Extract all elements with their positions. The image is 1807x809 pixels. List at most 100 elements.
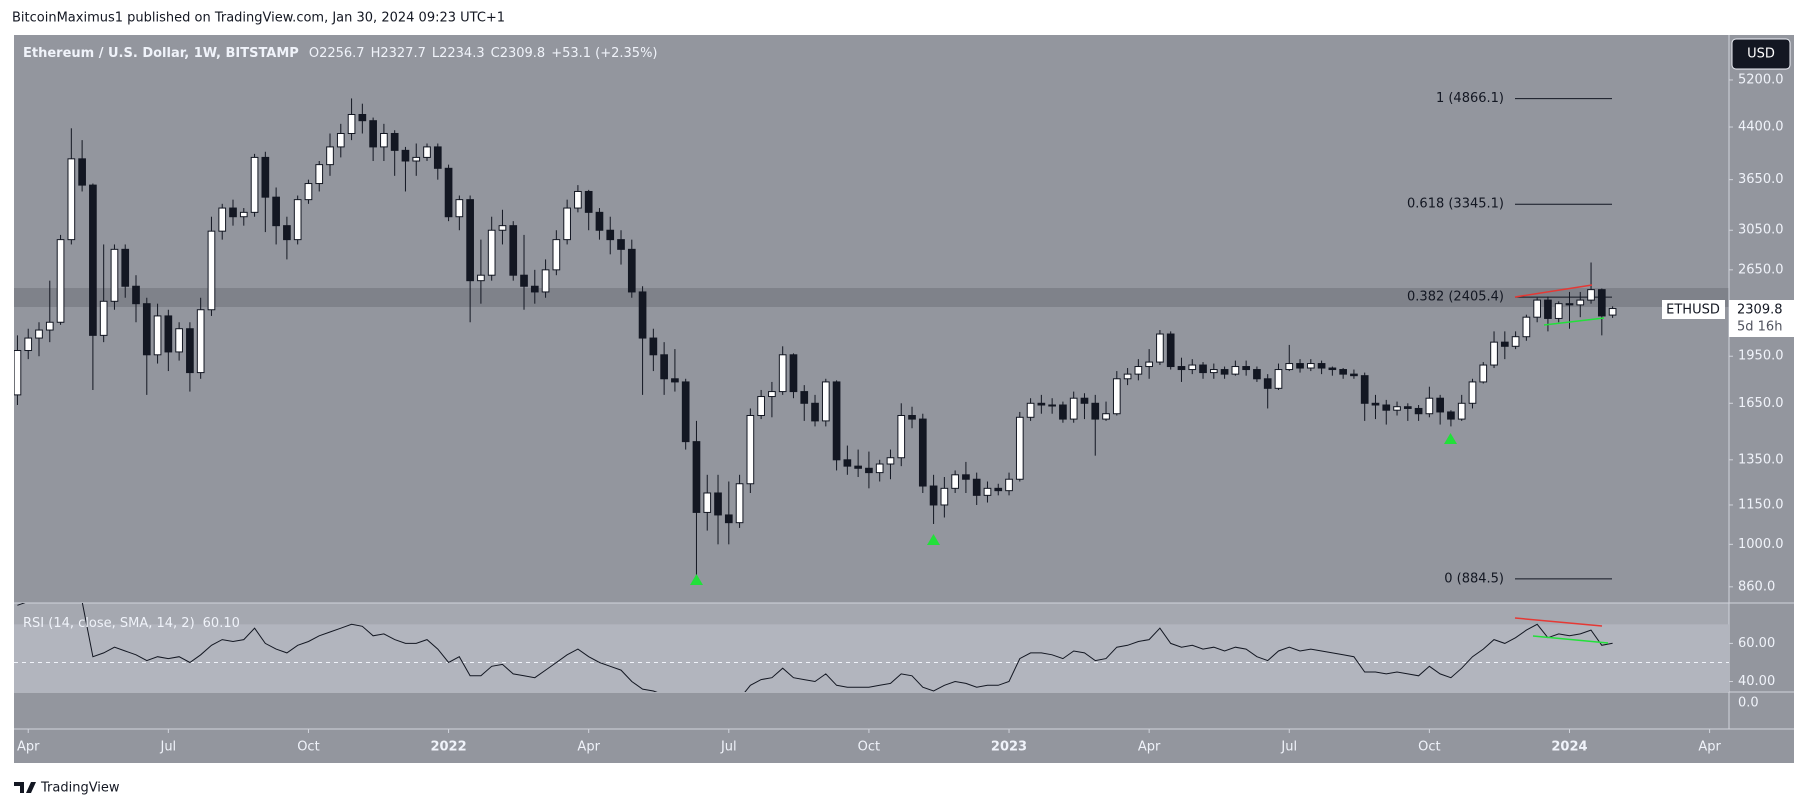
candle-body [1587,289,1595,301]
ohlc-key: H [371,46,381,61]
symbol-title: Ethereum / U.S. Dollar, 1W, BITSTAMP [23,46,299,61]
fib-label: 0 (884.5) [1444,571,1504,586]
candle-body [1069,397,1078,420]
ohlc-value: 2327.7 [380,46,426,61]
candle-body [67,158,76,241]
candle-body [724,514,733,524]
candle-body [1005,478,1013,492]
candle-body [369,120,377,148]
candle-body [261,156,270,198]
candle-body [530,285,539,293]
x-tick-label: 2022 [430,740,466,755]
candle-body [1328,367,1337,371]
y-tick-label: 3050.0 [1738,223,1784,238]
candle-body [1522,316,1531,338]
candle-body [1263,378,1272,389]
x-tick-label: 2023 [991,740,1027,755]
candle-body [541,269,550,293]
candle-body [811,402,819,422]
x-tick-label: Apr [577,740,600,755]
candle-body [1156,333,1164,363]
candle-body [746,414,755,485]
candle-body [1554,303,1563,319]
x-tick-label: Apr [1138,740,1161,755]
candle-body [617,239,625,250]
x-tick-label: Oct [858,740,880,755]
currency-button-label[interactable]: USD [1747,47,1775,62]
candle-body [552,239,561,271]
candle-body [498,225,507,231]
x-tick-label: 2024 [1551,740,1587,755]
candle-body [1339,369,1347,375]
y-tick-label: 1150.0 [1738,497,1784,512]
candle-body [983,487,992,496]
x-tick-label: Jul [1280,740,1297,755]
y-tick-label: 40.00 [1738,674,1775,689]
candle-body [681,381,690,443]
candle-body [1414,407,1423,415]
rsi-divergence-line [1532,635,1609,644]
candle-body [918,418,927,487]
symbol-tag [1662,300,1725,319]
candle-body [1059,404,1067,420]
candle-body [1565,303,1574,306]
candle-body [1511,336,1520,347]
candle-body [875,463,884,474]
y-tick-label: 4400.0 [1738,120,1784,135]
x-tick-label: Oct [297,740,319,755]
candle-body [574,190,582,209]
ohlc-value: 2309.8 [500,46,546,61]
rsi-name: RSI (14, close, SMA, 14, 2) [23,616,195,631]
candle-body [897,414,906,459]
candle-body [520,274,528,287]
candle-body [24,337,33,352]
candle-body [703,492,712,513]
candle-body [1360,375,1369,404]
candle-body [627,248,636,293]
candle-body [455,199,464,218]
candle-body [1393,406,1401,411]
y-tick-label: 1000.0 [1738,537,1784,552]
ohlc-key: L [432,46,440,61]
candle-body [854,465,862,469]
candle-body [132,285,140,305]
candle-body [153,315,162,356]
candle-body [1285,363,1294,371]
candle-body [1500,341,1509,347]
candle-body [412,156,421,162]
candle-body [45,321,54,331]
candle-body [229,207,237,218]
candle-body [358,113,367,122]
candle-body [142,303,151,356]
candle-body [563,207,571,241]
candle-body [14,350,22,396]
low-marker [1444,433,1457,444]
rsi-last: 60.10 [203,616,240,631]
candle-body [1102,413,1110,420]
y-tick-label: 1950.0 [1738,349,1784,364]
support-trendline [1543,317,1605,326]
candle-body [207,230,216,311]
candle-body [660,354,668,380]
candle-body [56,239,65,323]
brand-logo [14,782,36,793]
candle-body [1048,404,1056,407]
candle-body [843,459,852,467]
fib-label: 0.618 (3345.1) [1407,197,1504,212]
currency-button-bg[interactable] [1731,38,1791,70]
candle-body [886,457,895,465]
candle-body [1231,366,1240,375]
candle-body [1317,363,1326,369]
candle-body [1134,366,1143,375]
candle-body [466,199,474,282]
candle-body [401,149,410,162]
currency-button[interactable]: USD [1731,38,1791,70]
x-tick-label: Jul [720,740,737,755]
fib-label: 1 (4866.1) [1436,91,1504,106]
candle-body [1371,402,1380,406]
x-tick-label: Apr [17,740,40,755]
candle-body [606,229,615,241]
candle-body [1209,369,1218,374]
candle-body [110,248,119,302]
